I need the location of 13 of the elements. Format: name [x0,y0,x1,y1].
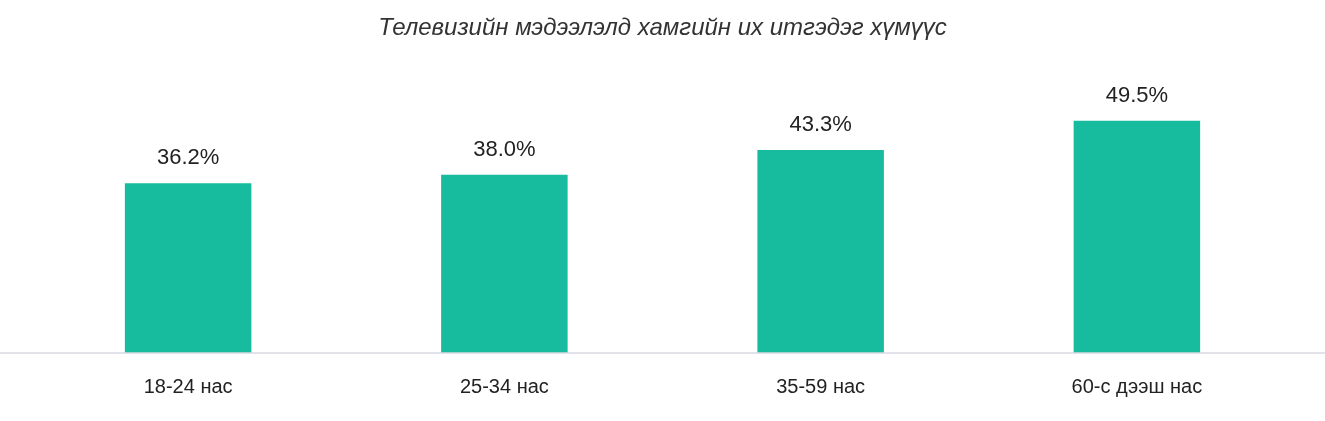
data-label: 36.2% [156,144,220,170]
x-tick-label: 18-24 нас [143,374,233,397]
x-tick-label: 35-59 нас [776,374,866,397]
x-tick-label: 60-с дээш нас [1071,374,1203,397]
bar [1073,120,1201,353]
bar [757,149,884,353]
x-tick-label: 25-34 нас [459,374,549,397]
data-label: 43.3% [789,110,852,136]
chart-title: Телевизийн мэдээлэлд хамгийн их итгэдэг хүмүүс [378,13,947,41]
bar [124,183,252,353]
bar [441,174,568,353]
data-label: 49.5% [1105,81,1169,107]
data-label: 38.0% [473,135,536,161]
